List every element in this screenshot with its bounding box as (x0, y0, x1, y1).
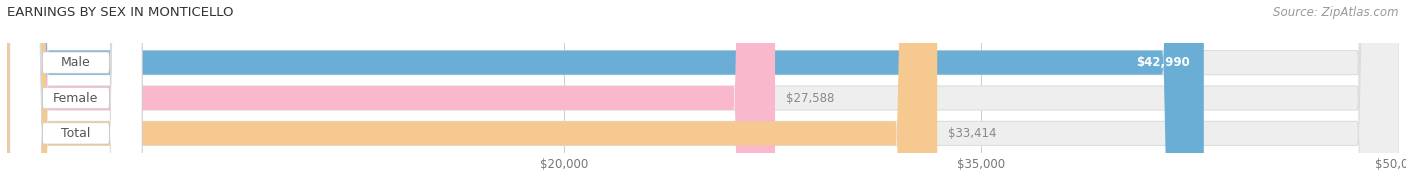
FancyBboxPatch shape (7, 0, 775, 196)
Text: Male: Male (60, 56, 91, 69)
FancyBboxPatch shape (7, 0, 938, 196)
Text: $33,414: $33,414 (949, 127, 997, 140)
Text: Female: Female (53, 92, 98, 104)
Text: $42,990: $42,990 (1136, 56, 1189, 69)
FancyBboxPatch shape (7, 0, 1399, 196)
FancyBboxPatch shape (7, 0, 1399, 196)
Text: Total: Total (62, 127, 90, 140)
Text: $27,588: $27,588 (786, 92, 835, 104)
FancyBboxPatch shape (7, 0, 1399, 196)
Text: EARNINGS BY SEX IN MONTICELLO: EARNINGS BY SEX IN MONTICELLO (7, 6, 233, 19)
Text: Source: ZipAtlas.com: Source: ZipAtlas.com (1274, 6, 1399, 19)
FancyBboxPatch shape (10, 0, 142, 196)
FancyBboxPatch shape (10, 0, 142, 196)
FancyBboxPatch shape (10, 0, 142, 196)
FancyBboxPatch shape (7, 0, 1204, 196)
